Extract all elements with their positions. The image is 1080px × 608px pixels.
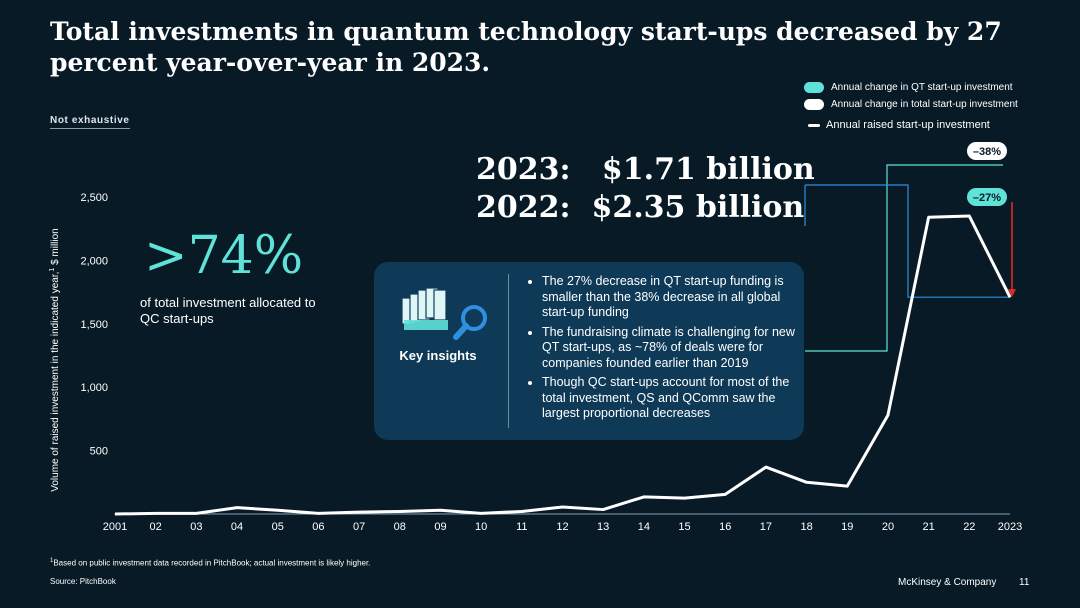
series-point [358,511,360,513]
teal-connector-line [805,164,1003,352]
series-point [724,493,726,495]
series-point [1009,296,1011,298]
x-tick-label: 08 [394,521,406,533]
total-label: 2023: [476,152,571,187]
x-tick-label: 17 [760,521,772,533]
series-point [562,506,563,508]
x-tick-label: 2001 [103,521,127,533]
insight-item: Though QC start-ups account for most of … [542,375,812,422]
series-point [195,512,197,514]
x-tick-label: 11 [516,521,527,533]
series-point [968,215,970,217]
x-tick-label: 15 [678,521,690,533]
headline-stat-value: >74% [144,226,304,286]
total-2023: 2023: $1.71 billion [476,152,815,187]
brand-name: McKinsey & Company [898,577,997,588]
white-pill-swatch [804,99,824,110]
total-2022: 2022: $2.35 billion [476,190,804,225]
key-insights-panel: Key insights The 27% decrease in QT star… [374,262,804,440]
page-title: Total investments in quantum technology … [50,17,1002,77]
series-point [155,512,157,514]
annotation-pill-label: –38% [973,146,1001,158]
series-point [684,497,686,499]
total-value: $1.71 billion [601,152,815,187]
legend-item-qt-change: Annual change in QT start-up investment [804,82,1013,93]
key-insights-label: Key insights [399,348,477,363]
insights-divider [508,274,509,428]
x-tick-label: 13 [597,521,609,533]
line-swatch [808,123,820,127]
x-tick-label: 16 [719,521,731,533]
y-tick-label: 500 [90,446,108,458]
series-point [602,509,604,511]
insights-list: The 27% decrease in QT start-up funding … [524,274,812,426]
series-point [317,512,319,514]
legend-label: Annual change in total start-up investme… [831,99,1018,110]
x-tick-label: 02 [150,521,162,533]
series-point [887,414,889,416]
footnote: 1Based on public investment data recorde… [50,558,370,568]
x-tick-label: 22 [963,521,975,533]
page-number: 11 [1019,577,1030,588]
x-tick-label: 2023 [998,521,1022,533]
legend-label: Annual change in QT start-up investment [831,82,1013,93]
total-value: $2.35 billion [591,190,805,225]
series-point [439,509,441,511]
x-tick-label: 09 [434,521,446,533]
insight-item: The fundraising climate is challenging f… [542,325,812,372]
x-tick-label: 06 [312,521,324,533]
scope-note: Not exhaustive [50,115,130,129]
insight-item: The 27% decrease in QT start-up funding … [542,274,812,321]
x-tick-label: 19 [841,521,853,533]
x-tick-label: 03 [190,521,202,533]
y-tick-label: 1,500 [80,319,108,331]
annotation-pill-bg [967,188,1007,206]
series-point [480,512,482,514]
series-point [765,466,767,468]
x-tick-label: 07 [353,521,365,533]
annotation-pill-label: –27% [973,192,1001,204]
headline-stat-text: of total investment allocated to QC star… [140,295,316,326]
series-point [399,510,401,512]
legend-item-raised-investment: Annual raised start-up investment [804,119,990,131]
footnote-marker: 1 [50,558,54,564]
teal-pill-swatch [804,82,824,93]
x-tick-label: 21 [923,521,935,533]
decline-arrow-head [1008,289,1016,298]
total-label: 2022: [476,190,571,225]
series-point [928,216,930,218]
legend-item-total-change: Annual change in total start-up investme… [804,99,1018,110]
x-tick-label: 05 [272,521,284,533]
legend-label: Annual raised start-up investment [826,119,990,131]
source-note: Source: PitchBook [50,577,116,586]
y-tick-label: 1,000 [80,382,108,394]
x-tick-label: 04 [231,521,243,533]
series-point [806,481,808,483]
y-tick-label: 2,000 [80,255,108,267]
x-tick-label: 14 [638,521,650,533]
x-tick-label: 10 [475,521,487,533]
series-point [846,485,848,487]
series-point [114,513,116,515]
blue-connector-line [805,184,1010,298]
footnote-text: Based on public investment data recorded… [53,558,371,568]
document-magnifier-icon [401,287,487,340]
y-tick-label: 2,500 [80,192,108,204]
series-point [643,496,645,498]
series-point [236,507,238,509]
x-tick-label: 20 [882,521,894,533]
x-tick-label: 18 [800,521,812,533]
x-tick-label: 12 [556,521,568,533]
annotation-pill-bg [967,142,1007,160]
series-point [277,509,279,511]
series-point [521,510,523,512]
